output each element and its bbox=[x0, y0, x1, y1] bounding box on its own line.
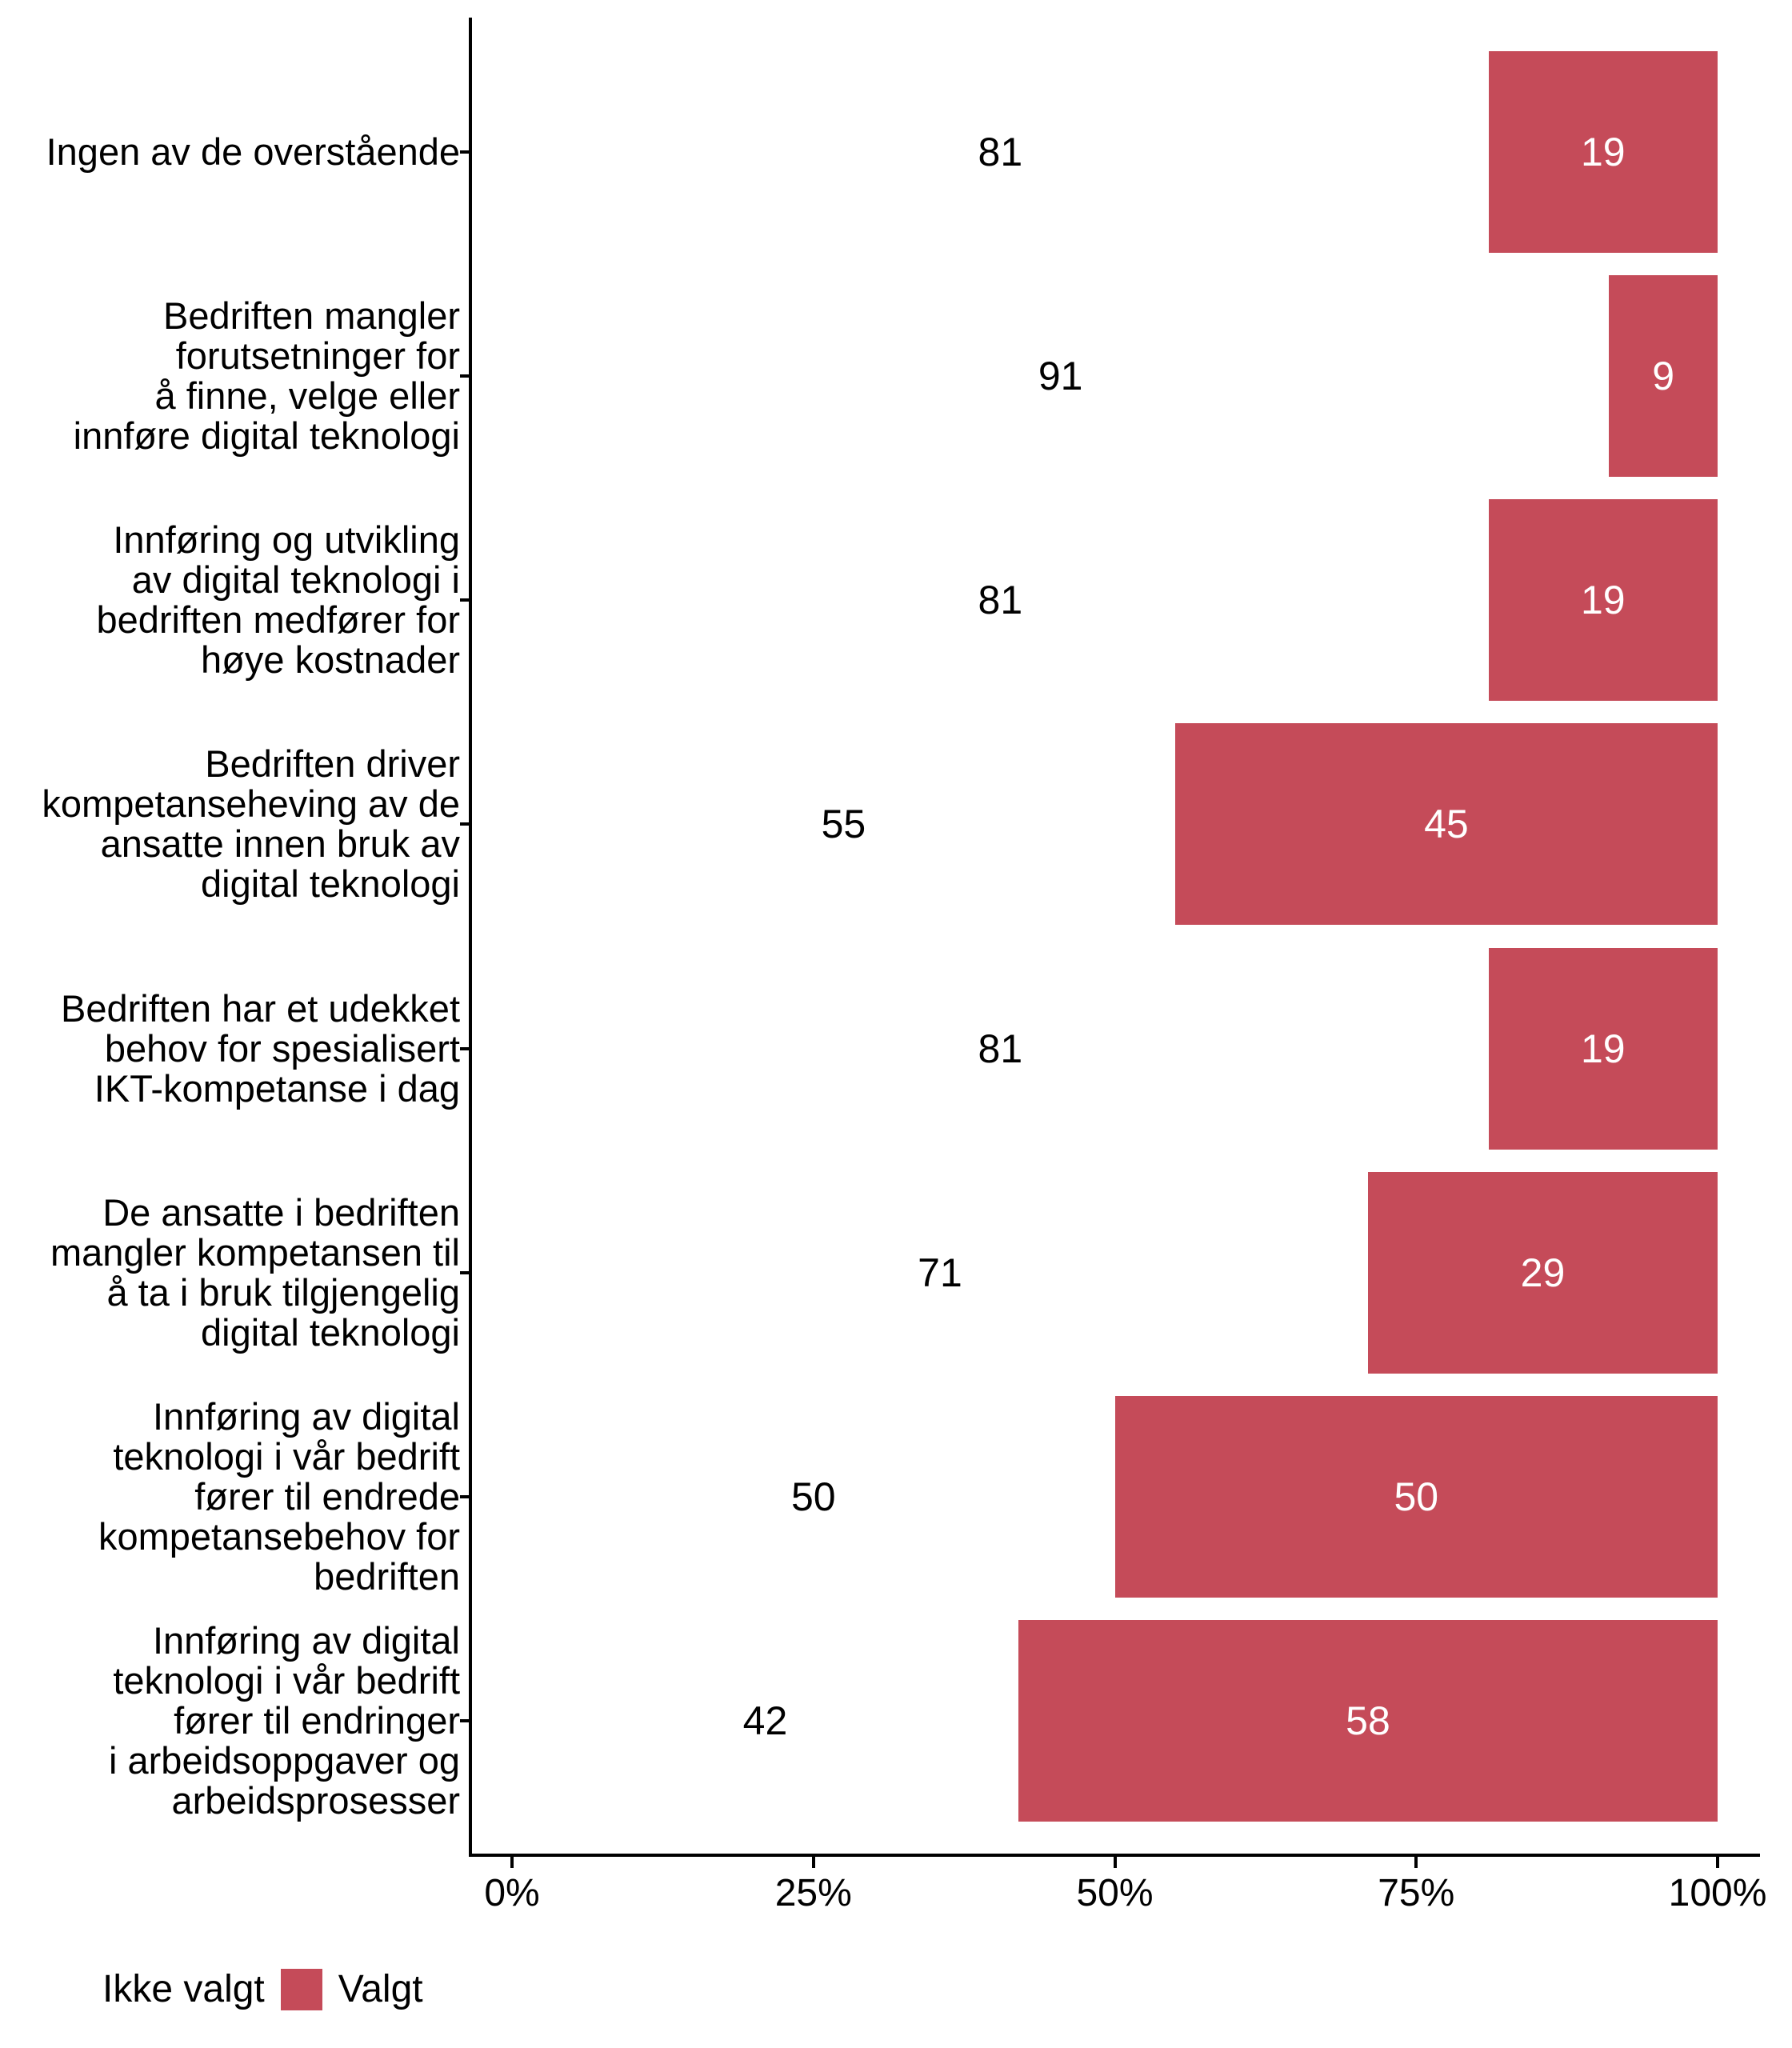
category-label-line: høye kostnader bbox=[201, 638, 460, 682]
legend-swatch-ikke-valgt bbox=[45, 1969, 86, 2010]
y-tick bbox=[460, 1270, 470, 1274]
category-label: De ansatte i bedriften mangler kompetanse… bbox=[12, 1190, 460, 1354]
bar-value-ikke-valgt: 42 bbox=[742, 1698, 788, 1743]
bar-segment-valgt: 19 bbox=[1488, 499, 1718, 702]
category-label: Bedriften mangler forutsetninger for å fin… bbox=[12, 296, 460, 456]
category-label-line: i arbeidsoppgaver og bbox=[109, 1738, 460, 1782]
category-label-line: Innføring av digital bbox=[152, 1618, 460, 1662]
category-label-line: bedriften bbox=[314, 1554, 460, 1598]
x-tick bbox=[1716, 1857, 1719, 1868]
category-label-line: teknologi i vår bedrift bbox=[113, 1434, 460, 1478]
category-label-line: fører til endrede bbox=[194, 1474, 460, 1518]
y-tick bbox=[460, 1718, 470, 1722]
bar-value-valgt: 50 bbox=[1394, 1474, 1439, 1519]
category-label-line: digital teknologi bbox=[201, 862, 460, 906]
bar-segment-ikke-valgt: 81 bbox=[512, 51, 1489, 254]
category-label-line: behov for spesialisert bbox=[104, 1026, 460, 1070]
bar-segment-ikke-valgt: 55 bbox=[512, 723, 1175, 926]
bar-segment-valgt: 58 bbox=[1018, 1619, 1718, 1822]
legend-swatch-valgt bbox=[280, 1969, 322, 2010]
category-label-line: innføre digital teknologi bbox=[73, 414, 460, 458]
category-label-line: Innføring og utvikling bbox=[113, 518, 460, 562]
category-label-line: å finne, velge eller bbox=[154, 374, 460, 418]
x-tick-label: 25% bbox=[774, 1872, 852, 1914]
legend-label: Ikke valgt bbox=[102, 1968, 265, 2010]
bar-value-valgt: 29 bbox=[1520, 1250, 1566, 1295]
category-label: Bedriften driver kompetanseheving av de an… bbox=[12, 744, 460, 904]
bar-value-valgt: 19 bbox=[1581, 130, 1626, 175]
bar-segment-valgt: 19 bbox=[1488, 947, 1718, 1150]
bar-value-valgt: 58 bbox=[1346, 1698, 1390, 1743]
bar-value-valgt: 9 bbox=[1652, 354, 1675, 399]
y-axis-line bbox=[469, 18, 472, 1857]
bar-segment-ikke-valgt: 71 bbox=[512, 1171, 1368, 1374]
bar-value-valgt: 19 bbox=[1581, 1026, 1626, 1071]
bar-segment-ikke-valgt: 81 bbox=[512, 499, 1489, 702]
x-tick bbox=[510, 1857, 514, 1868]
y-tick bbox=[460, 150, 470, 154]
bar-segment-ikke-valgt: 42 bbox=[512, 1619, 1018, 1822]
category-label-line: av digital teknologi i bbox=[131, 558, 460, 602]
category-label-line: Bedriften driver bbox=[205, 742, 460, 786]
bar-segment-ikke-valgt: 81 bbox=[512, 947, 1489, 1150]
y-tick bbox=[460, 1494, 470, 1498]
bar-value-ikke-valgt: 91 bbox=[1038, 354, 1083, 399]
legend-item-valgt: Valgt bbox=[280, 1968, 423, 2010]
category-label-line: teknologi i vår bedrift bbox=[113, 1658, 460, 1702]
y-tick bbox=[460, 374, 470, 378]
x-tick-label: 50% bbox=[1076, 1872, 1154, 1914]
x-tick-label: 75% bbox=[1378, 1872, 1455, 1914]
bar-segment-ikke-valgt: 91 bbox=[512, 275, 1610, 478]
x-tick-label: 100% bbox=[1668, 1872, 1767, 1914]
bar-segment-valgt: 50 bbox=[1114, 1395, 1718, 1598]
y-tick bbox=[460, 1046, 470, 1050]
category-label-line: fører til endringer bbox=[174, 1698, 460, 1742]
category-label-line: ansatte innen bruk av bbox=[100, 822, 460, 866]
category-label: Bedriften har et udekket behov for spesia… bbox=[12, 986, 460, 1110]
bar-segment-valgt: 29 bbox=[1367, 1171, 1718, 1374]
x-tick-label: 0% bbox=[484, 1872, 540, 1914]
category-label: Innføring av digital teknologi i vår bedr… bbox=[12, 1394, 460, 1598]
category-label-line: bedriften medfører for bbox=[96, 598, 460, 642]
category-label: Ingen av de overstående bbox=[12, 132, 460, 172]
bar-value-ikke-valgt: 55 bbox=[821, 802, 866, 847]
x-axis-line bbox=[469, 1854, 1760, 1857]
category-label-line: forutsetninger for bbox=[175, 334, 460, 378]
category-label-line: De ansatte i bedriften bbox=[102, 1190, 460, 1234]
bar-segment-ikke-valgt: 50 bbox=[512, 1395, 1115, 1598]
category-label-line: Bedriften har et udekket bbox=[60, 986, 460, 1030]
y-tick bbox=[460, 598, 470, 602]
legend-label: Valgt bbox=[338, 1968, 423, 2010]
category-label-line: Innføring av digital bbox=[152, 1394, 460, 1438]
category-label: Innføring av digital teknologi i vår bedr… bbox=[12, 1618, 460, 1822]
category-label-line: digital teknologi bbox=[201, 1310, 460, 1354]
bar-segment-valgt: 9 bbox=[1609, 275, 1718, 478]
category-label: Innføring og utvikling av digital teknolo… bbox=[12, 520, 460, 680]
bar-value-valgt: 19 bbox=[1581, 578, 1626, 623]
bar-value-ikke-valgt: 81 bbox=[978, 130, 1023, 175]
legend-item-ikke-valgt: Ikke valgt bbox=[45, 1969, 265, 2010]
category-label-line: IKT-kompetanse i dag bbox=[94, 1066, 460, 1110]
category-label-line: Ingen av de overstående bbox=[46, 130, 460, 174]
category-label-line: kompetansebehov for bbox=[98, 1514, 460, 1558]
bar-value-ikke-valgt: 50 bbox=[790, 1474, 836, 1519]
bar-value-ikke-valgt: 81 bbox=[978, 578, 1023, 623]
category-label-line: kompetanseheving av de bbox=[42, 782, 460, 826]
category-label-line: mangler kompetansen til bbox=[50, 1230, 460, 1274]
bar-segment-valgt: 19 bbox=[1488, 51, 1718, 254]
bar-segment-valgt: 45 bbox=[1174, 723, 1718, 926]
x-tick bbox=[811, 1857, 815, 1868]
x-tick bbox=[1414, 1857, 1418, 1868]
category-label-line: å ta i bruk tilgjengelig bbox=[106, 1270, 460, 1314]
y-tick bbox=[460, 822, 470, 826]
x-tick bbox=[1113, 1857, 1117, 1868]
bar-value-ikke-valgt: 71 bbox=[918, 1250, 962, 1295]
legend: Ikke valgt Valgt bbox=[45, 1969, 423, 2010]
bar-value-valgt: 45 bbox=[1424, 802, 1469, 847]
category-label-line: arbeidsprosesser bbox=[171, 1778, 460, 1822]
category-label-line: Bedriften mangler bbox=[163, 294, 460, 338]
bar-value-ikke-valgt: 81 bbox=[978, 1026, 1023, 1071]
